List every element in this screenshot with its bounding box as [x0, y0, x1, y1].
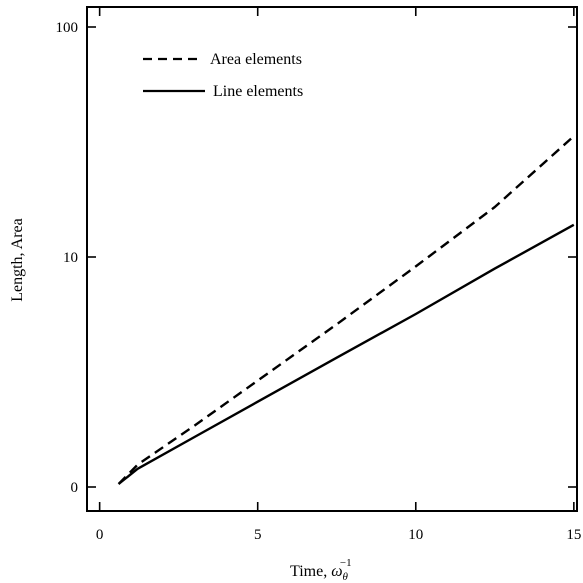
plot-frame [86, 6, 578, 512]
y-axis-label: Length, Area [9, 218, 26, 302]
x-tick-label: 5 [254, 527, 262, 543]
x-axis-label-superscript: −1 [340, 557, 352, 569]
y-axis-ticks: 0 10 100 [56, 20, 577, 496]
x-tick-label: 10 [408, 527, 423, 543]
series-layer [117, 135, 575, 485]
x-tick-label: 15 [566, 527, 581, 543]
x-axis-label-subscript: θ [343, 571, 349, 583]
y-tick-label: 0 [71, 480, 79, 496]
plot-border [86, 6, 578, 512]
legend-label-line-elements: Line elements [213, 83, 303, 100]
legend-label-area-elements: Area elements [210, 51, 302, 68]
y-tick-label: 100 [56, 20, 79, 36]
x-axis-label-text: Time, [290, 563, 331, 580]
x-tick-label: 0 [96, 527, 104, 543]
series-line-line-elements [117, 223, 575, 485]
legend: Area elements Line elements [143, 51, 303, 100]
x-axis-ticks: 0 5 10 15 [96, 7, 581, 543]
y-tick-label: 10 [63, 250, 78, 266]
x-axis-label: Time, ωθ −1 [290, 557, 352, 583]
series-line-area-elements [117, 135, 575, 485]
x-axis-label-symbol: ω [331, 563, 342, 580]
